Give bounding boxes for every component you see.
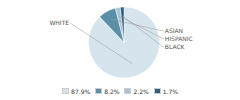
svg-text:WHITE: WHITE: [49, 19, 69, 26]
svg-text:BLACK: BLACK: [165, 43, 186, 50]
html-text:8.2%: 8.2%: [104, 87, 120, 95]
svg-text:HISPANIC: HISPANIC: [165, 35, 193, 42]
html-text:87.9%: 87.9%: [71, 87, 91, 95]
html-text:2.2%: 2.2%: [133, 87, 149, 95]
svg-text:ASIAN: ASIAN: [165, 27, 183, 34]
html-text:1.7%: 1.7%: [162, 87, 178, 95]
